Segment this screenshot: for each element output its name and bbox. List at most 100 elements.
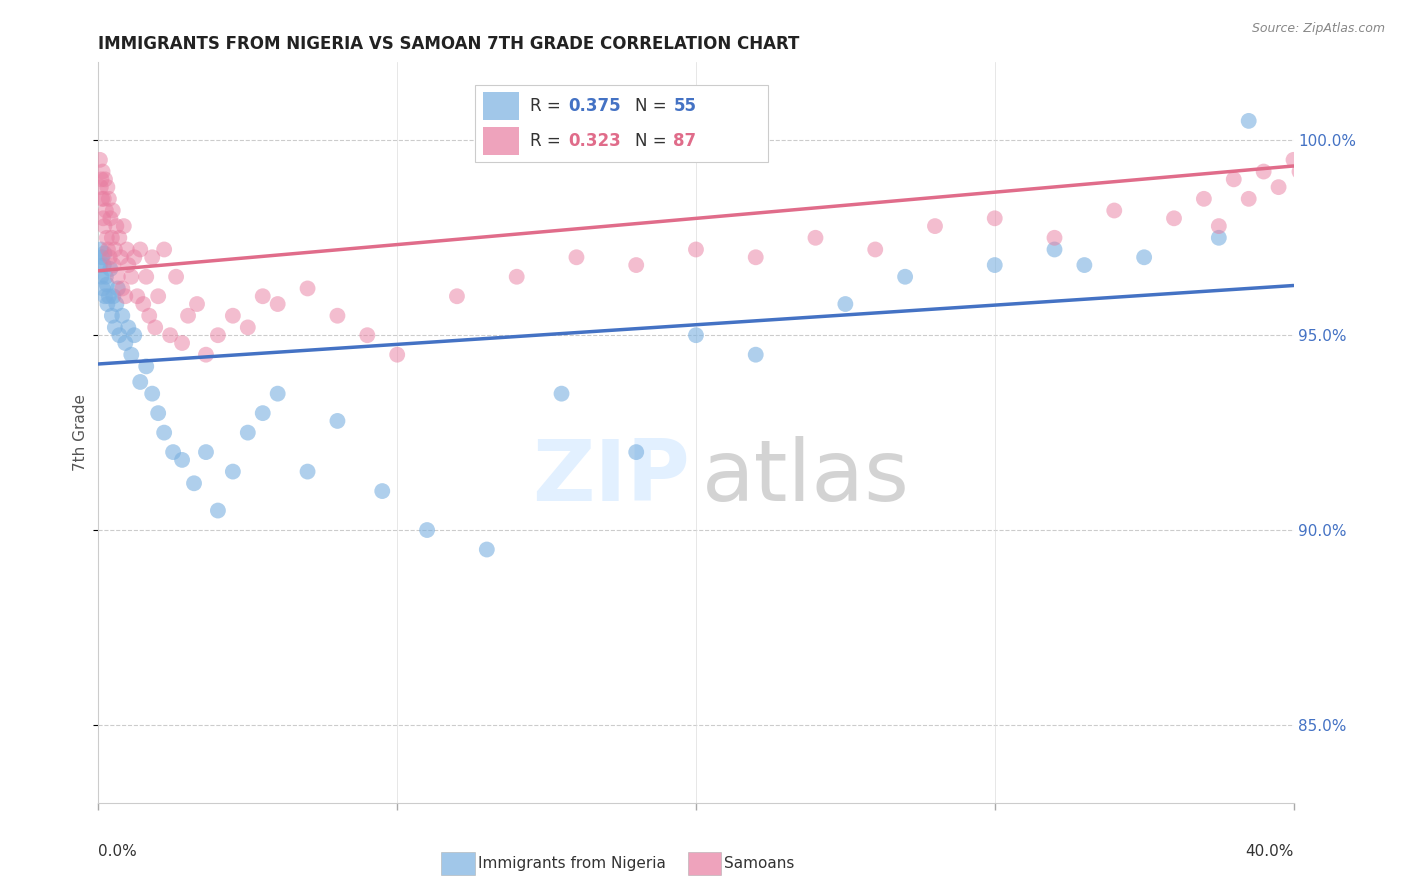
Point bbox=[984, 211, 1007, 226]
Point bbox=[114, 336, 136, 351]
Point bbox=[1237, 114, 1260, 128]
Point bbox=[96, 277, 118, 292]
Point bbox=[94, 172, 117, 186]
Point bbox=[1327, 114, 1350, 128]
Y-axis label: 7th Grade: 7th Grade bbox=[73, 394, 87, 471]
Point bbox=[104, 243, 127, 257]
Text: 0.323: 0.323 bbox=[568, 132, 621, 150]
Point bbox=[565, 250, 588, 264]
Point bbox=[112, 219, 135, 233]
Point bbox=[177, 309, 200, 323]
Point bbox=[172, 336, 194, 351]
Point bbox=[222, 465, 245, 479]
Point bbox=[96, 231, 118, 245]
Point bbox=[94, 289, 117, 303]
Point bbox=[97, 289, 120, 303]
Text: IMMIGRANTS FROM NIGERIA VS SAMOAN 7TH GRADE CORRELATION CHART: IMMIGRANTS FROM NIGERIA VS SAMOAN 7TH GR… bbox=[98, 35, 800, 53]
Point bbox=[97, 243, 120, 257]
Text: 0.375: 0.375 bbox=[568, 97, 620, 115]
Text: ZIP: ZIP bbox=[533, 435, 690, 518]
Point bbox=[475, 542, 498, 557]
Point bbox=[222, 309, 245, 323]
Point bbox=[804, 231, 827, 245]
Point bbox=[1104, 203, 1126, 218]
Point bbox=[1208, 219, 1230, 233]
Point bbox=[115, 243, 138, 257]
Point bbox=[1208, 231, 1230, 245]
Point bbox=[120, 348, 142, 362]
Point bbox=[252, 406, 274, 420]
Point bbox=[120, 269, 142, 284]
Point bbox=[129, 375, 152, 389]
Point bbox=[195, 348, 218, 362]
Point bbox=[984, 258, 1007, 272]
Point bbox=[127, 289, 149, 303]
Point bbox=[1223, 172, 1246, 186]
Point bbox=[96, 297, 118, 311]
Point bbox=[385, 348, 409, 362]
Point bbox=[98, 211, 122, 226]
Point bbox=[1253, 164, 1275, 178]
Point bbox=[93, 219, 115, 233]
Point bbox=[93, 246, 115, 260]
Point bbox=[1298, 141, 1320, 155]
Point bbox=[111, 309, 134, 323]
Point bbox=[172, 453, 194, 467]
Point bbox=[135, 269, 157, 284]
Point bbox=[89, 153, 111, 167]
Point bbox=[107, 269, 129, 284]
Point bbox=[1073, 258, 1095, 272]
Point bbox=[90, 172, 112, 186]
Point bbox=[114, 289, 136, 303]
Text: R =: R = bbox=[530, 97, 565, 115]
Point bbox=[183, 476, 205, 491]
Point bbox=[1043, 243, 1066, 257]
Point bbox=[1288, 164, 1310, 178]
Text: 0.0%: 0.0% bbox=[98, 844, 138, 858]
Point bbox=[356, 328, 378, 343]
Point bbox=[236, 320, 259, 334]
Point bbox=[117, 320, 139, 334]
Point bbox=[236, 425, 259, 440]
Point bbox=[148, 289, 170, 303]
Point bbox=[1282, 153, 1305, 167]
Point bbox=[1192, 192, 1215, 206]
Point bbox=[111, 281, 134, 295]
Point bbox=[117, 258, 139, 272]
Point bbox=[101, 203, 124, 218]
Point bbox=[834, 297, 856, 311]
Point bbox=[132, 297, 155, 311]
Text: R =: R = bbox=[530, 132, 565, 150]
Point bbox=[90, 243, 112, 257]
Point bbox=[267, 386, 290, 401]
Point bbox=[1343, 95, 1365, 109]
Point bbox=[186, 297, 208, 311]
FancyBboxPatch shape bbox=[475, 85, 768, 162]
Point bbox=[91, 192, 114, 206]
Point bbox=[103, 289, 125, 303]
Point bbox=[1163, 211, 1185, 226]
Point bbox=[446, 289, 468, 303]
Point bbox=[91, 211, 114, 226]
Point bbox=[107, 281, 129, 295]
Point bbox=[162, 445, 184, 459]
Point bbox=[91, 250, 114, 264]
Point bbox=[153, 425, 176, 440]
Point bbox=[1237, 192, 1260, 206]
Point bbox=[626, 258, 648, 272]
Point bbox=[326, 309, 349, 323]
Point bbox=[105, 297, 128, 311]
Text: Samoans: Samoans bbox=[724, 856, 794, 871]
Point bbox=[297, 465, 319, 479]
Point bbox=[108, 328, 131, 343]
Point bbox=[207, 503, 229, 517]
Point bbox=[94, 203, 117, 218]
Point bbox=[1372, 87, 1395, 101]
Point bbox=[1133, 250, 1156, 264]
Point bbox=[1312, 126, 1334, 140]
Text: 40.0%: 40.0% bbox=[1246, 844, 1294, 858]
Point bbox=[1402, 102, 1406, 116]
Point bbox=[141, 386, 163, 401]
Point bbox=[506, 269, 529, 284]
Point bbox=[96, 180, 118, 194]
